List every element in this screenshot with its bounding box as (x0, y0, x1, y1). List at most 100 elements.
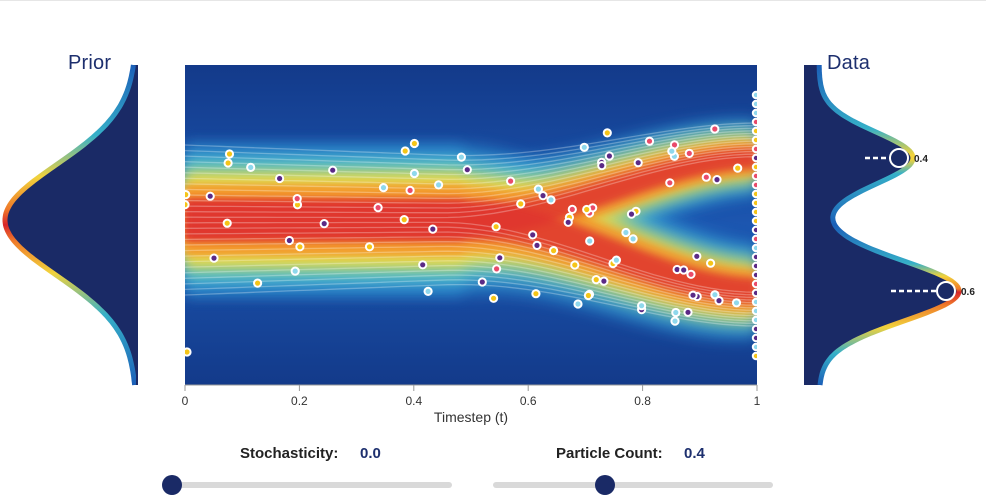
trajectory-line (185, 231, 757, 299)
particle (275, 173, 285, 184)
particle (712, 175, 722, 185)
trajectory-line (185, 283, 757, 327)
particle (533, 184, 543, 194)
particle (516, 199, 526, 209)
particle (546, 195, 556, 205)
particle (456, 152, 466, 162)
particle (751, 243, 757, 253)
x-tick-label: 1 (754, 394, 761, 408)
data-density-fill (805, 65, 959, 385)
particle (531, 289, 541, 299)
particle (579, 142, 589, 152)
particle (570, 260, 580, 270)
particle (400, 146, 410, 156)
particle (185, 347, 192, 357)
particle (428, 224, 438, 234)
particle (185, 200, 190, 210)
particle (731, 298, 742, 308)
x-tick-label: 0.8 (634, 394, 651, 408)
trajectory-line (185, 269, 757, 319)
particle (751, 306, 757, 316)
particle (506, 176, 516, 186)
particle (532, 240, 542, 250)
particle (751, 153, 757, 163)
trajectory-line (185, 245, 757, 306)
particle (399, 215, 409, 225)
particle (751, 315, 757, 325)
particle (644, 136, 655, 146)
particle (751, 297, 757, 307)
particle (692, 251, 702, 261)
trajectory-line (185, 279, 757, 325)
trajectory-line (185, 156, 757, 219)
particle (688, 290, 698, 300)
data-title: Data (827, 52, 871, 74)
particle (751, 342, 757, 352)
particle (599, 276, 609, 286)
particle (591, 275, 601, 285)
particle (573, 299, 583, 309)
particle (714, 296, 724, 306)
trajectory-line (185, 127, 757, 166)
particle (684, 148, 694, 159)
particle-count-slider-thumb[interactable] (595, 475, 615, 495)
particle (751, 117, 757, 127)
x-tick-label: 0.6 (520, 394, 537, 408)
particle (751, 171, 757, 181)
particle (602, 128, 612, 138)
particle (222, 218, 232, 228)
stochasticity-slider[interactable] (162, 475, 452, 495)
particle (224, 149, 235, 159)
particle (671, 307, 681, 318)
particle (751, 216, 757, 226)
particle-count-slider[interactable] (493, 475, 773, 495)
particle (319, 219, 329, 229)
particle (423, 286, 433, 296)
particle (633, 158, 643, 168)
particle (290, 266, 300, 276)
particle (405, 185, 415, 195)
particle (667, 146, 677, 156)
particle (751, 126, 757, 136)
particle (686, 269, 696, 279)
particle (597, 161, 607, 171)
prior-distribution (2, 64, 138, 386)
particle (683, 307, 693, 317)
stochasticity-slider-thumb[interactable] (162, 475, 182, 495)
trajectory-line (185, 260, 757, 314)
trajectory-line (185, 150, 757, 209)
particle (495, 253, 505, 263)
particle (751, 234, 757, 244)
particle (223, 158, 233, 168)
particle (710, 124, 720, 134)
peak-marker-upper[interactable]: 0.4 (865, 148, 928, 168)
particle (209, 253, 219, 263)
trajectory-line (185, 124, 757, 161)
particle (418, 260, 428, 270)
particle (751, 324, 757, 334)
particle (567, 204, 577, 214)
trajectory-line (185, 145, 757, 200)
particle (665, 178, 675, 188)
particle-count-label: Particle Count: (556, 445, 663, 462)
stochasticity-value: 0.0 (360, 445, 381, 462)
particle (582, 204, 592, 215)
particle (477, 277, 487, 287)
particle (492, 264, 502, 274)
peak-marker-lower[interactable]: 0.6 (891, 281, 975, 301)
particle (364, 242, 375, 252)
particle (701, 172, 711, 182)
trajectory-line (185, 148, 757, 204)
particle (751, 198, 757, 208)
particle (751, 288, 757, 298)
peak-label-lower: 0.6 (961, 287, 975, 298)
particle (462, 165, 472, 175)
particle (373, 203, 383, 213)
particle (491, 222, 501, 232)
prior-density-fill (5, 65, 137, 385)
particle (253, 278, 263, 288)
x-tick-label: 0.4 (405, 394, 422, 408)
particle (489, 293, 499, 303)
x-tick-label: 0.2 (291, 394, 308, 408)
particle (611, 255, 621, 265)
